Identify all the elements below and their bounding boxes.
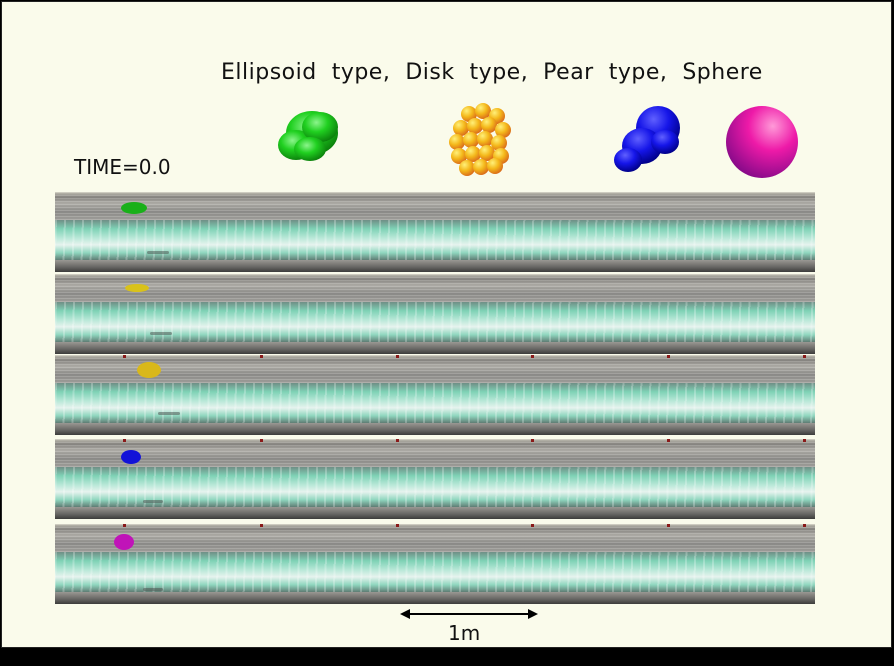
channel-lane-4 xyxy=(55,439,815,519)
scale-tick xyxy=(123,355,126,358)
scale-tick xyxy=(667,439,670,442)
channel-flow xyxy=(55,220,815,260)
magenta-sphere-icon xyxy=(726,106,798,178)
scale-tick xyxy=(803,524,806,527)
channel-lane-1 xyxy=(55,192,815,272)
yellow-disk-icon xyxy=(449,103,511,176)
scale-tick xyxy=(260,355,263,358)
channel-flow xyxy=(55,552,815,592)
green-ellipsoid-icon xyxy=(278,111,338,161)
particle-types-title: Ellipsoid type, Disk type, Pear type, Sp… xyxy=(221,60,763,85)
channel-floor xyxy=(55,507,815,519)
scale-tick xyxy=(396,524,399,527)
channel-floor xyxy=(55,592,815,604)
channel-wall xyxy=(55,439,815,467)
blue-pear-icon xyxy=(614,106,680,172)
channel-flow xyxy=(55,302,815,342)
disk-particle xyxy=(125,284,149,292)
channel-floor xyxy=(55,342,815,354)
scale-tick xyxy=(123,439,126,442)
channel-lane-3 xyxy=(55,355,815,435)
scale-tick xyxy=(123,524,126,527)
channel-wall xyxy=(55,355,815,383)
channel-wall xyxy=(55,524,815,552)
scale-tick xyxy=(667,355,670,358)
channel-lane-5 xyxy=(55,524,815,604)
scale-tick xyxy=(260,524,263,527)
scale-tick xyxy=(396,355,399,358)
scale-tick xyxy=(260,439,263,442)
scale-tick xyxy=(531,524,534,527)
channel-lane-2 xyxy=(55,274,815,354)
particle-shadow xyxy=(150,332,172,335)
sphere-particle xyxy=(114,534,134,550)
scale-tick xyxy=(667,524,670,527)
scale-bar-arrow xyxy=(400,609,538,619)
particle-shadow xyxy=(143,588,163,591)
scale-tick xyxy=(531,355,534,358)
channel-wall xyxy=(55,192,815,220)
pear-particle xyxy=(121,450,141,464)
particle-shadow xyxy=(158,412,180,415)
particle-shadow xyxy=(143,500,163,503)
scale-tick xyxy=(803,439,806,442)
scale-label: 1m xyxy=(448,621,481,645)
simulation-frame: Ellipsoid type, Disk type, Pear type, Sp… xyxy=(1,1,892,648)
time-readout: TIME=0.0 xyxy=(74,155,171,179)
channel-flow xyxy=(55,383,815,423)
scale-tick xyxy=(396,439,399,442)
channel-floor xyxy=(55,423,815,435)
ellipsoid-particle xyxy=(121,202,147,214)
channel-floor xyxy=(55,260,815,272)
disk-particle xyxy=(137,362,161,378)
channel-flow xyxy=(55,467,815,507)
channel-wall xyxy=(55,274,815,302)
scale-tick xyxy=(803,355,806,358)
scale-tick xyxy=(531,439,534,442)
particle-shadow xyxy=(147,251,169,254)
